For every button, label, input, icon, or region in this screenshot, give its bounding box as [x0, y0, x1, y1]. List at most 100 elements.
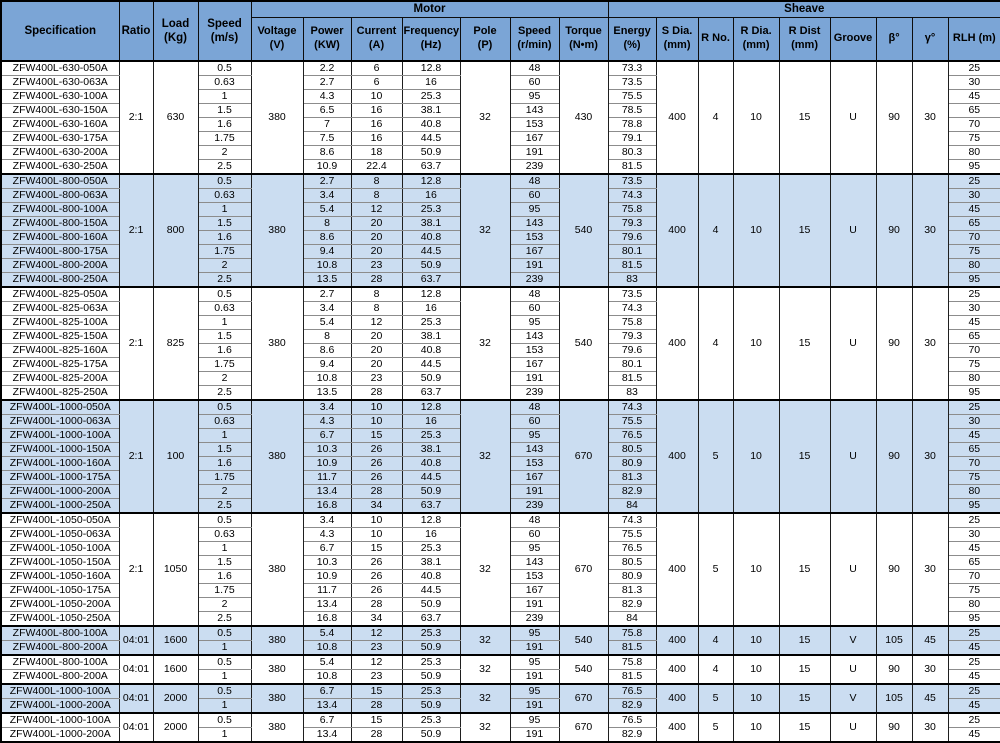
cell-beta: 90 — [875, 712, 913, 743]
cell-r_no: 4 — [697, 286, 734, 401]
cell-power: 4.3 — [302, 89, 352, 104]
cell-current: 28 — [350, 698, 403, 714]
cell-rlh: 65 — [947, 442, 1000, 457]
cell-current: 8 — [350, 188, 403, 203]
cell-frequency: 50.9 — [401, 727, 461, 743]
cell-s_dia: 400 — [655, 399, 699, 514]
cell-speed-ms: 0.5 — [197, 512, 252, 528]
cell-current: 12 — [350, 625, 403, 641]
col-header-pole: Pole (P) — [459, 17, 511, 62]
cell-rlh: 25 — [947, 625, 1000, 641]
cell-rpm: 60 — [509, 527, 560, 542]
cell-r_dia: 10 — [732, 173, 780, 288]
cell-frequency: 63.7 — [401, 385, 461, 401]
cell-energy: 79.1 — [607, 131, 657, 146]
cell-power: 10.9 — [302, 569, 352, 584]
cell-current: 28 — [350, 727, 403, 743]
cell-current: 28 — [350, 484, 403, 499]
cell-rlh: 80 — [947, 371, 1000, 386]
cell-speed-ms: 0.63 — [197, 75, 252, 90]
cell-current: 8 — [350, 286, 403, 302]
cell-rlh: 70 — [947, 456, 1000, 471]
cell-energy: 80.1 — [607, 357, 657, 372]
table-row: ZFW400L-1050-200A 2 13.4 28 50.9 191 82.9 80 — [0, 597, 1000, 612]
cell-s_dia: 400 — [655, 625, 699, 656]
cell-load: 2000 — [152, 683, 199, 714]
cell-current: 15 — [350, 541, 403, 556]
cell-current: 20 — [350, 244, 403, 259]
cell-frequency: 50.9 — [401, 640, 461, 656]
cell-r_dia: 10 — [732, 512, 780, 627]
cell-rlh: 75 — [947, 470, 1000, 485]
cell-rlh: 70 — [947, 343, 1000, 358]
cell-rpm: 95 — [509, 428, 560, 443]
cell-current: 26 — [350, 555, 403, 570]
cell-rlh: 95 — [947, 272, 1000, 288]
col-header-current: Current (A) — [350, 17, 403, 62]
cell-groove: U — [829, 286, 877, 401]
cell-energy: 76.5 — [607, 428, 657, 443]
cell-speed-ms: 2.5 — [197, 385, 252, 401]
cell-spec: ZFW400L-1000-100A — [0, 712, 120, 728]
cell-energy: 78.8 — [607, 117, 657, 132]
cell-r_no: 5 — [697, 399, 734, 514]
cell-rlh: 25 — [947, 399, 1000, 415]
cell-rlh: 25 — [947, 286, 1000, 302]
cell-pole: 32 — [459, 286, 511, 401]
cell-current: 26 — [350, 470, 403, 485]
cell-speed-ms: 0.63 — [197, 527, 252, 542]
cell-power: 3.4 — [302, 188, 352, 203]
cell-current: 23 — [350, 669, 403, 685]
cell-rlh: 75 — [947, 583, 1000, 598]
table-row: ZFW400L-1000-160A 1.6 10.9 26 40.8 153 80.9 70 — [0, 456, 1000, 471]
cell-pole: 32 — [459, 512, 511, 627]
cell-frequency: 25.3 — [401, 712, 461, 728]
table-row: ZFW400L-630-160A 1.6 7 16 40.8 153 78.8 70 — [0, 117, 1000, 132]
cell-current: 20 — [350, 230, 403, 245]
cell-groove: U — [829, 512, 877, 627]
cell-torque: 670 — [558, 512, 609, 627]
cell-current: 16 — [350, 117, 403, 132]
cell-gamma: 45 — [911, 683, 949, 714]
cell-rpm: 48 — [509, 173, 560, 189]
cell-rpm: 143 — [509, 103, 560, 118]
cell-rpm: 191 — [509, 640, 560, 656]
cell-s_dia: 400 — [655, 60, 699, 175]
cell-ratio: 2:1 — [118, 512, 154, 627]
cell-torque: 540 — [558, 286, 609, 401]
cell-frequency: 16 — [401, 75, 461, 90]
cell-rlh: 30 — [947, 301, 1000, 316]
cell-energy: 81.5 — [607, 371, 657, 386]
cell-r_dist: 15 — [778, 683, 831, 714]
table-row: ZFW400L-630-175A 1.75 7.5 16 44.5 167 79.1 75 — [0, 131, 1000, 146]
table-row: ZFW400L-825-150A 1.5 8 20 38.1 143 79.3 65 — [0, 329, 1000, 344]
cell-s_dia: 400 — [655, 512, 699, 627]
cell-energy: 80.5 — [607, 442, 657, 457]
cell-rlh: 80 — [947, 484, 1000, 499]
cell-spec: ZFW400L-800-160A — [0, 230, 120, 245]
cell-current: 26 — [350, 442, 403, 457]
cell-spec: ZFW400L-1000-100A — [0, 428, 120, 443]
table-row: ZFW400L-800-175A 1.75 9.4 20 44.5 167 80.1 75 — [0, 244, 1000, 259]
cell-rlh: 95 — [947, 159, 1000, 175]
cell-ratio: 2:1 — [118, 286, 154, 401]
cell-speed-ms: 1 — [197, 202, 252, 217]
cell-energy: 75.5 — [607, 414, 657, 429]
cell-frequency: 38.1 — [401, 329, 461, 344]
cell-energy: 73.5 — [607, 75, 657, 90]
cell-current: 6 — [350, 75, 403, 90]
cell-power: 10.3 — [302, 442, 352, 457]
cell-current: 10 — [350, 527, 403, 542]
cell-speed-ms: 1.5 — [197, 329, 252, 344]
cell-pole: 32 — [459, 173, 511, 288]
cell-power: 13.5 — [302, 272, 352, 288]
cell-rlh: 70 — [947, 230, 1000, 245]
cell-rpm: 239 — [509, 159, 560, 175]
cell-frequency: 38.1 — [401, 555, 461, 570]
cell-frequency: 25.3 — [401, 428, 461, 443]
cell-beta: 90 — [875, 399, 913, 514]
cell-torque: 540 — [558, 654, 609, 685]
cell-energy: 82.9 — [607, 698, 657, 714]
cell-rlh: 30 — [947, 188, 1000, 203]
cell-spec: ZFW400L-825-100A — [0, 315, 120, 330]
